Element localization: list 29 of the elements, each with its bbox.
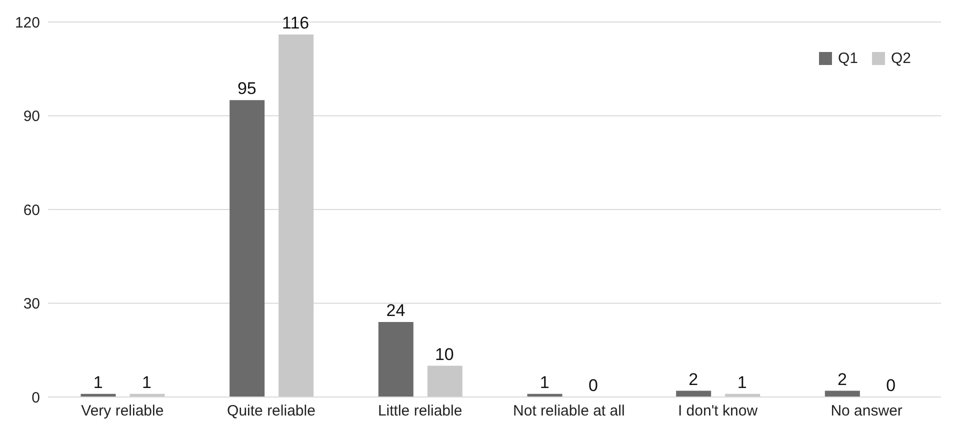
bar (378, 322, 414, 397)
bar (230, 100, 265, 397)
x-tick-label: Not reliable at all (513, 402, 625, 420)
data-label: 95 (237, 79, 256, 98)
legend-label: Q1 (838, 50, 858, 67)
x-tick-label: No answer (830, 402, 902, 420)
x-tick-label: Very reliable (81, 402, 164, 420)
data-label: 1 (737, 372, 747, 392)
y-tick-label: 60 (23, 202, 40, 219)
data-label: 2 (838, 370, 847, 389)
data-label: 24 (386, 301, 406, 320)
bar (427, 366, 462, 397)
data-label: 116 (282, 14, 310, 32)
data-label: 1 (142, 372, 152, 392)
y-tick-label: 0 (32, 389, 40, 406)
x-tick-label: Little reliable (378, 402, 462, 420)
data-label: 0 (886, 376, 896, 395)
data-label: 2 (688, 370, 698, 389)
legend-label: Q2 (890, 50, 911, 67)
data-label: 0 (588, 376, 598, 395)
data-label: 10 (434, 344, 454, 364)
x-tick-label: I don't know (678, 402, 758, 420)
y-tick-label: 30 (23, 296, 40, 313)
data-label: 1 (540, 372, 550, 392)
y-tick-label: 120 (14, 14, 40, 32)
bar (278, 34, 314, 397)
x-tick-label: Quite reliable (227, 402, 316, 420)
data-label: 1 (93, 372, 103, 392)
y-tick-label: 90 (23, 108, 40, 126)
